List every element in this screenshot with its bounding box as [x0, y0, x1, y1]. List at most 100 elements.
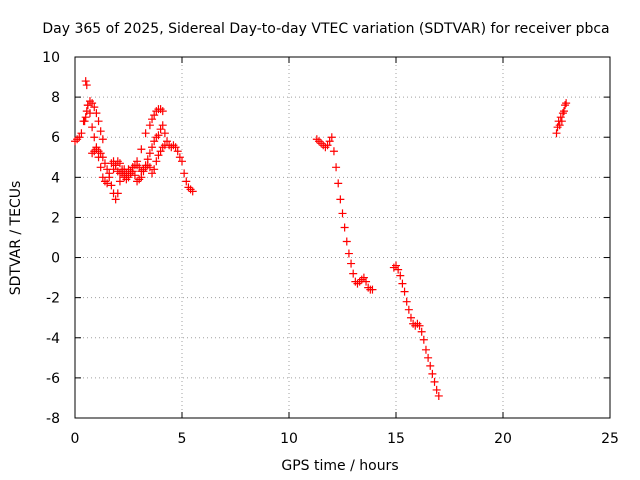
data-point: [90, 103, 99, 112]
y-tick-label: 2: [51, 210, 60, 226]
data-point: [148, 169, 157, 178]
data-point: [359, 273, 368, 282]
data-point: [323, 141, 332, 150]
y-tick-label: 6: [51, 130, 60, 146]
data-point: [557, 117, 566, 126]
data-point: [156, 125, 165, 134]
y-tick-label: -2: [46, 291, 60, 307]
data-point: [432, 385, 441, 394]
x-tick-label: 5: [178, 431, 187, 447]
data-point: [362, 277, 371, 286]
data-point: [80, 117, 89, 126]
data-point: [141, 129, 150, 138]
data-point: [338, 209, 347, 218]
data-point: [559, 107, 568, 116]
y-tick-label: -6: [46, 371, 60, 387]
y-tick-label: -4: [46, 331, 60, 347]
data-point: [561, 101, 570, 110]
y-axis-ticks: -8 -6 -4 -2 0 2 4 6 8 10: [42, 50, 610, 427]
data-point: [137, 173, 146, 182]
data-point: [556, 113, 565, 122]
data-point: [419, 335, 428, 344]
data-point: [100, 159, 109, 168]
data-point: [113, 189, 122, 198]
data-point: [145, 121, 154, 130]
data-point: [152, 157, 161, 166]
x-tick-label: 15: [387, 431, 405, 447]
x-axis-ticks: 0 5 10 15 20 25: [71, 57, 619, 447]
data-point: [90, 133, 99, 142]
data-point: [334, 179, 343, 188]
data-points: [71, 77, 571, 400]
data-point: [163, 137, 172, 146]
data-point: [430, 377, 439, 386]
data-point: [88, 123, 97, 132]
data-point: [178, 157, 186, 166]
data-point: [109, 165, 118, 174]
data-point: [428, 369, 437, 378]
data-point: [154, 131, 163, 140]
data-point: [96, 163, 105, 172]
data-point: [115, 159, 124, 168]
data-point: [392, 261, 400, 270]
data-point: [148, 143, 157, 152]
data-point: [156, 147, 165, 156]
data-point: [402, 297, 411, 306]
data-point: [406, 313, 415, 322]
data-point: [105, 173, 114, 182]
data-point: [400, 287, 409, 296]
data-point: [180, 169, 189, 178]
data-point: [398, 279, 407, 288]
data-point: [124, 173, 133, 182]
data-point: [158, 107, 167, 116]
data-point: [75, 133, 84, 142]
data-point: [173, 147, 182, 156]
data-point: [342, 237, 351, 246]
chart-title: Day 365 of 2025, Sidereal Day-to-day VTE…: [42, 21, 609, 37]
data-point: [145, 149, 154, 158]
data-point: [558, 109, 567, 118]
data-point: [349, 269, 358, 278]
data-point: [158, 121, 167, 130]
data-point: [118, 165, 127, 174]
data-point: [329, 147, 338, 156]
data-point: [160, 141, 169, 150]
x-axis-label: GPS time / hours: [281, 458, 398, 474]
data-point: [347, 259, 356, 268]
data-point: [115, 177, 124, 186]
x-tick-label: 25: [601, 431, 619, 447]
data-point: [94, 117, 103, 126]
y-tick-label: 4: [51, 170, 60, 186]
y-tick-label: -8: [46, 411, 60, 427]
data-point: [344, 249, 353, 258]
data-point: [111, 195, 120, 204]
data-point: [368, 285, 377, 294]
data-point: [160, 129, 169, 138]
data-point: [421, 345, 430, 354]
data-point: [552, 129, 561, 138]
data-point: [434, 391, 443, 400]
data-point: [82, 107, 91, 116]
x-tick-label: 10: [280, 431, 298, 447]
data-point: [327, 133, 336, 142]
data-point: [77, 129, 86, 138]
data-point: [81, 113, 90, 122]
data-point: [426, 361, 435, 370]
data-point: [103, 179, 112, 188]
data-point: [394, 265, 403, 274]
y-tick-label: 10: [42, 50, 60, 66]
data-point: [404, 305, 413, 314]
data-point: [336, 195, 345, 204]
data-point: [555, 121, 564, 130]
data-point: [107, 181, 116, 190]
x-tick-label: 20: [494, 431, 512, 447]
y-tick-label: 8: [51, 90, 60, 106]
x-tick-label: 0: [71, 431, 80, 447]
data-point: [83, 101, 92, 110]
data-point: [128, 167, 137, 176]
plot-frame: [74, 56, 611, 419]
data-point: [325, 137, 334, 146]
data-point: [137, 145, 146, 154]
